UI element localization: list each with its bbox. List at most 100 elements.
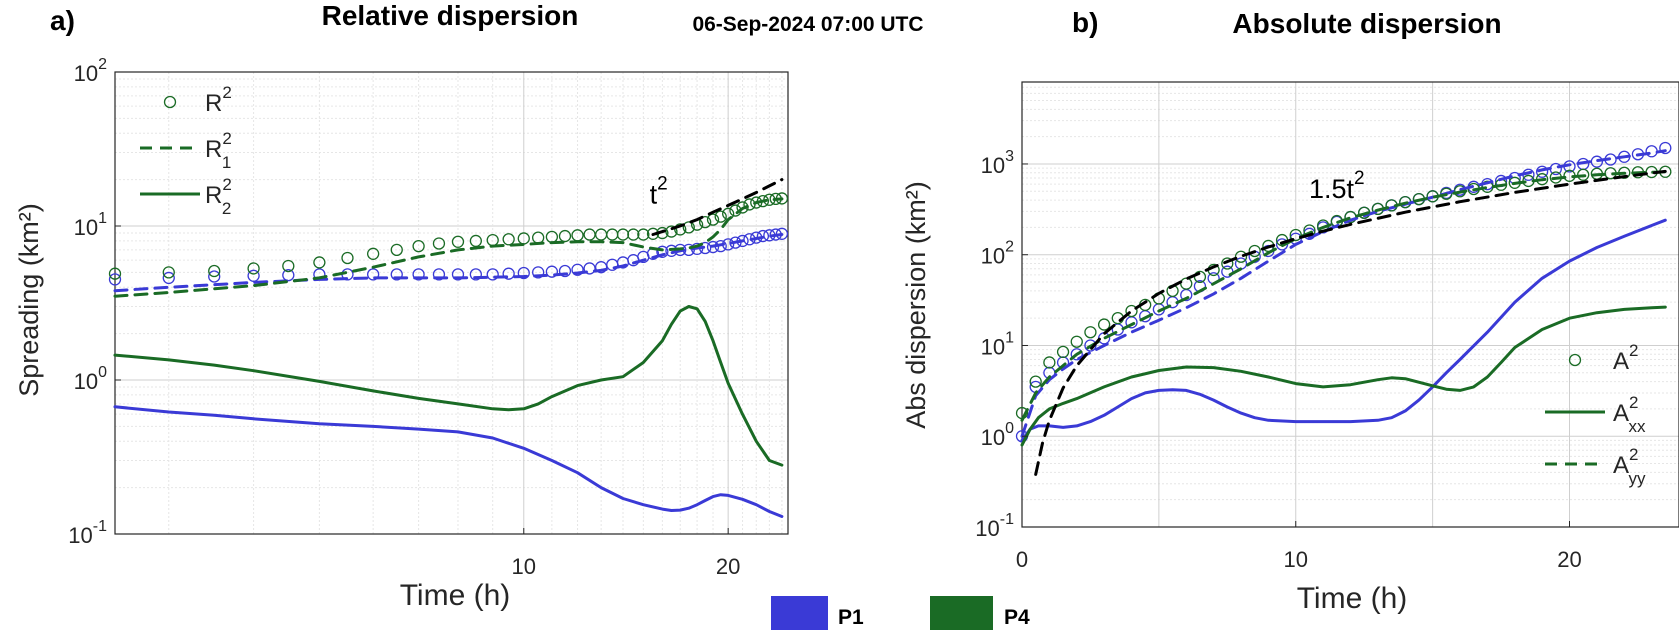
x-tick-label: 10: [1284, 547, 1308, 572]
legend-label: R2: [205, 83, 232, 117]
series-line: [113, 405, 784, 518]
data-point: [699, 215, 712, 229]
data-point: [1180, 277, 1193, 290]
panel-a-title: Relative dispersion: [322, 0, 579, 31]
data-point: [1659, 141, 1672, 155]
data-point: [571, 263, 584, 276]
data-point: [1248, 244, 1261, 258]
data-point: [1043, 356, 1056, 369]
x-tick-label: 20: [716, 554, 740, 579]
x-axis-label: Time (h): [1297, 582, 1408, 615]
grid: [1021, 81, 1679, 528]
data-point: [1221, 257, 1234, 270]
p4-swatch: [930, 596, 993, 630]
series-line: [651, 178, 784, 236]
legend-label: A2: [1613, 341, 1638, 375]
data-point: [558, 229, 572, 243]
y-tick-label: 100: [981, 420, 1014, 450]
data-point: [486, 268, 499, 281]
timestamp-label: 06-Sep-2024 07:00 UTC: [692, 13, 923, 36]
data-point: [1070, 348, 1083, 361]
series-a-xx-p1: [1020, 218, 1667, 442]
legend-label: A2 yy: [1613, 445, 1646, 488]
data-point: [469, 268, 483, 281]
data-point: [532, 266, 545, 279]
data-point: [558, 264, 572, 278]
fit-annotation: 1.5t2: [1309, 168, 1365, 204]
y-tick-label: 100: [74, 364, 107, 394]
p4-label: P4: [1004, 606, 1030, 629]
data-point: [706, 213, 720, 226]
series-r-p1: [113, 233, 784, 293]
series-line: [1020, 218, 1667, 442]
data-point: [162, 266, 175, 279]
x-tick-label: 0: [1016, 547, 1028, 572]
x-axis-label: Time (h): [400, 579, 511, 612]
legend-label: R2 1: [205, 129, 232, 172]
data-point: [756, 229, 770, 243]
data-point: [451, 268, 465, 281]
data-point: [1234, 250, 1248, 263]
series-line: [113, 305, 784, 467]
data-point: [637, 228, 650, 241]
series-r-p1: [113, 405, 784, 518]
panel-b-title: Absolute dispersion: [1232, 8, 1501, 39]
data-point: [1070, 335, 1083, 348]
series-line: [113, 197, 784, 298]
data-point: [627, 228, 640, 241]
p1-swatch: [771, 596, 828, 630]
relative-dispersion-chart: 10 20 10-1 100 101 102 Time (h) Spreading (km²)…: [14, 56, 789, 612]
data-point: [545, 265, 559, 278]
x-tick-label: 20: [1557, 547, 1581, 572]
platform-legend: P1 P4: [771, 596, 1030, 630]
p1-label: P1: [838, 606, 864, 629]
data-point: [162, 271, 175, 285]
data-point: [714, 210, 727, 223]
data-point: [390, 268, 403, 281]
data-point: [432, 268, 446, 281]
y-tick-label: 10-1: [68, 518, 107, 548]
series-legend: R2 R2 1 R2 2: [140, 83, 232, 218]
data-point: [282, 259, 295, 273]
data-point: [502, 233, 515, 246]
data-point: [390, 243, 403, 257]
y-tick-label: 101: [74, 210, 107, 240]
data-point: [706, 240, 720, 254]
data-point: [108, 267, 122, 280]
series-group: [108, 178, 789, 518]
fit-annotation: t2: [650, 173, 668, 209]
x-tick-label: 10: [512, 554, 536, 579]
data-point: [208, 270, 221, 283]
data-point: [412, 268, 425, 281]
data-point: [665, 225, 678, 238]
data-point: [313, 256, 326, 269]
legend-label: R2 2: [205, 175, 232, 218]
plot-area: [1022, 82, 1679, 527]
absolute-dispersion-chart: 0 10 20 10-1 100 101 102 103 Time (h) Abs dispers…: [901, 81, 1679, 615]
y-axis-label: Spreading (km²): [14, 203, 44, 397]
data-point: [583, 262, 596, 275]
series-line: [1034, 169, 1667, 476]
grid: [115, 72, 788, 535]
series-a-xx-p4: [1020, 305, 1667, 447]
data-point: [412, 239, 425, 253]
y-tick-label: 102: [981, 239, 1014, 269]
data-point: [108, 273, 122, 286]
legend-marker-circle: [1568, 353, 1582, 367]
data-point: [1097, 318, 1111, 331]
series-t-fit: [651, 178, 784, 236]
data-point: [656, 245, 669, 258]
data-point: [247, 262, 260, 275]
data-point: [1084, 326, 1097, 339]
data-point: [1590, 155, 1604, 168]
series-line: [1020, 305, 1667, 447]
legend-label: A2 xx: [1613, 393, 1646, 436]
plot-area: [115, 72, 788, 534]
data-point: [1029, 375, 1042, 388]
panel-a-label: a): [50, 5, 75, 36]
data-point: [616, 228, 630, 241]
series-r-p4: [113, 197, 784, 298]
data-point: [1056, 345, 1070, 359]
data-point: [1125, 304, 1138, 318]
